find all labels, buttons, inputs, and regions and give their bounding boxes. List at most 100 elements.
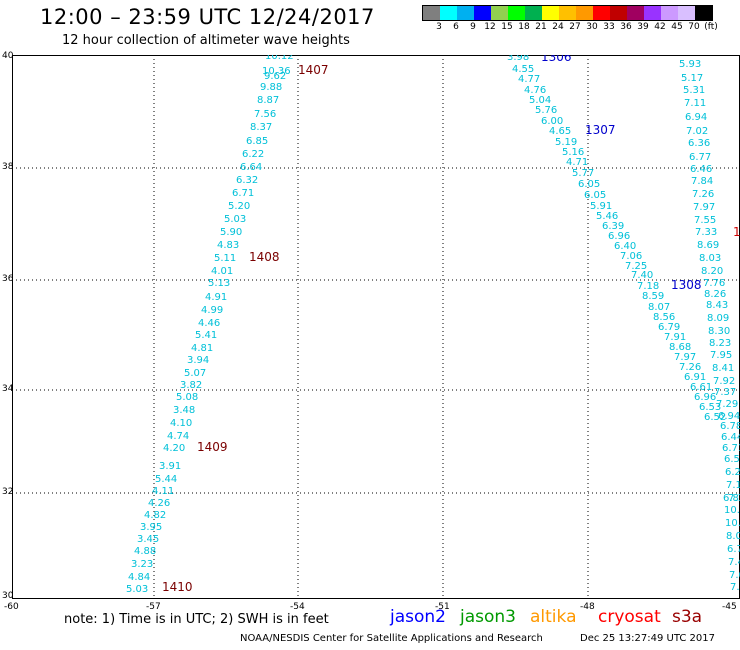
wave-height-label: 7.76 xyxy=(703,278,725,289)
wave-height-label: 5.19 xyxy=(555,137,577,148)
wave-height-label: 8.87 xyxy=(257,95,279,106)
wave-height-label: 3.95 xyxy=(140,522,162,533)
wave-height-label: 8.37 xyxy=(250,122,272,133)
colorbar-swatch xyxy=(576,6,593,20)
colorbar-swatch xyxy=(593,6,610,20)
wave-height-label: 7.11 xyxy=(684,98,706,109)
colorbar-label: 18 xyxy=(518,22,530,32)
colorbar-label: 70 xyxy=(688,22,700,32)
legend-item-jason2: jason2 xyxy=(390,607,446,627)
colorbar-label: 21 xyxy=(535,22,547,32)
wave-height-label: 4.83 xyxy=(217,240,239,251)
wave-height-label: 5.13 xyxy=(208,278,230,289)
wave-height-label: 4.55 xyxy=(512,64,534,75)
latitude-label: 30 xyxy=(2,591,14,601)
colorbar-label: (ft) xyxy=(704,22,718,32)
wave-height-label: 7.18 xyxy=(637,281,659,292)
wave-height-label: 6.71 xyxy=(232,188,254,199)
wave-height-label: 5.46 xyxy=(596,211,618,222)
wave-height-label: 7.37 xyxy=(714,387,736,398)
wave-height-label: 8.07 xyxy=(648,302,670,313)
legend-item-altika: altika xyxy=(530,607,577,627)
wave-height-label: 4.99 xyxy=(201,305,223,316)
wave-height-label: 7.15 xyxy=(728,493,740,504)
colorbar-swatch xyxy=(423,6,440,20)
wave-height-label: 4.84 xyxy=(128,572,150,583)
colorbar-swatch xyxy=(525,6,542,20)
wave-height-label: 7.29 xyxy=(716,399,738,410)
wave-height-label: 3.91 xyxy=(159,461,181,472)
wave-height-label: 6.96 xyxy=(694,392,716,403)
colorbar-label: 42 xyxy=(654,22,666,32)
wave-height-label: 5.16 xyxy=(562,147,584,158)
wave-height-label: 7.97 xyxy=(693,202,715,213)
wave-height-label: 4.88 xyxy=(134,546,156,557)
colorbar-swatch xyxy=(610,6,627,20)
wave-height-label: 7.02 xyxy=(686,126,708,137)
wave-height-label: 4.01 xyxy=(211,266,233,277)
wave-height-label: 7.40 xyxy=(631,270,653,281)
wave-height-label: 3.45 xyxy=(137,534,159,545)
wave-height-label: 10.55 xyxy=(725,518,740,529)
wave-height-label: 8.23 xyxy=(709,338,731,349)
colorbar-label: 30 xyxy=(586,22,598,32)
wave-height-label: 7.12 xyxy=(726,480,740,491)
latitude-label: 40 xyxy=(2,51,14,61)
wave-height-label: 5.41 xyxy=(195,330,217,341)
wave-height-label: 8.41 xyxy=(712,363,734,374)
wave-height-label: 4.26 xyxy=(148,498,170,509)
track-id-label: 1308 xyxy=(671,278,702,292)
colorbar-swatch xyxy=(627,6,644,20)
colorbar-label: 36 xyxy=(620,22,632,32)
track-id-label: 1306 xyxy=(541,55,572,64)
wave-height-label: 4.77 xyxy=(518,74,540,85)
wave-height-label: 3.98 xyxy=(507,55,529,63)
wave-height-label: 7.22 xyxy=(730,582,740,593)
wave-height-label: 6.96 xyxy=(608,231,630,242)
wave-height-label: 5.44 xyxy=(155,474,177,485)
wave-height-label: 4.81 xyxy=(191,343,213,354)
credit: NOAA/NESDIS Center for Satellite Applica… xyxy=(240,633,543,644)
wave-height-label: 6.36 xyxy=(688,138,710,149)
wave-height-label: 8.56 xyxy=(653,312,675,323)
colorbar-label: 15 xyxy=(501,22,513,32)
wave-height-label: 5.17 xyxy=(681,73,703,84)
wave-height-label: 6.94 xyxy=(718,411,740,422)
wave-height-label: 4.71 xyxy=(566,157,588,168)
colorbar-label: 3 xyxy=(436,22,442,32)
wave-height-label: 5.07 xyxy=(184,368,206,379)
wave-height-label: 6.61 xyxy=(690,382,712,393)
wave-height-label: 5.20 xyxy=(228,201,250,212)
wave-height-label: 4.46 xyxy=(198,318,220,329)
colorbar-labels: 3 6 9 12 15 18 21 24 27 30 33 36 39 42 45 70 (ft) xyxy=(422,22,740,36)
wave-height-label: 7.06 xyxy=(620,251,642,262)
wave-height-label: 8.59 xyxy=(642,291,664,302)
colorbar-swatch xyxy=(457,6,474,20)
wave-height-label: 6.39 xyxy=(602,221,624,232)
wave-height-label: 7.09 xyxy=(729,570,740,581)
wave-height-label: 6.79 xyxy=(658,322,680,333)
wave-height-label: 8.26 xyxy=(704,289,726,300)
wave-height-label: 6.05 xyxy=(578,179,600,190)
colorbar-label: 27 xyxy=(569,22,581,32)
colorbar-swatch xyxy=(695,6,712,20)
longitude-label: -48 xyxy=(580,602,595,612)
colorbar-swatch xyxy=(508,6,525,20)
wave-height-label: 8.20 xyxy=(701,266,723,277)
wave-height-label: 7.26 xyxy=(692,189,714,200)
colorbar-swatch xyxy=(474,6,491,20)
colorbar-label: 12 xyxy=(484,22,496,32)
colorbar-label: 24 xyxy=(552,22,564,32)
wave-height-label: 6.20 xyxy=(725,467,740,478)
wave-height-label: 7.91 xyxy=(664,332,686,343)
wave-height-label: 9.88 xyxy=(260,82,282,93)
wave-height-label: 7.26 xyxy=(679,362,701,373)
colorbar-swatch xyxy=(678,6,695,20)
wave-height-label: 4.20 xyxy=(163,443,185,454)
wave-height-label: 5.93 xyxy=(679,59,701,70)
colorbar-label: 9 xyxy=(470,22,476,32)
wave-height-label: 7.44 xyxy=(728,557,740,568)
wave-height-label: 4.91 xyxy=(205,292,227,303)
note: note: 1) Time is in UTC; 2) SWH is in fe… xyxy=(64,612,329,627)
track-id-label: 1410 xyxy=(162,580,193,594)
